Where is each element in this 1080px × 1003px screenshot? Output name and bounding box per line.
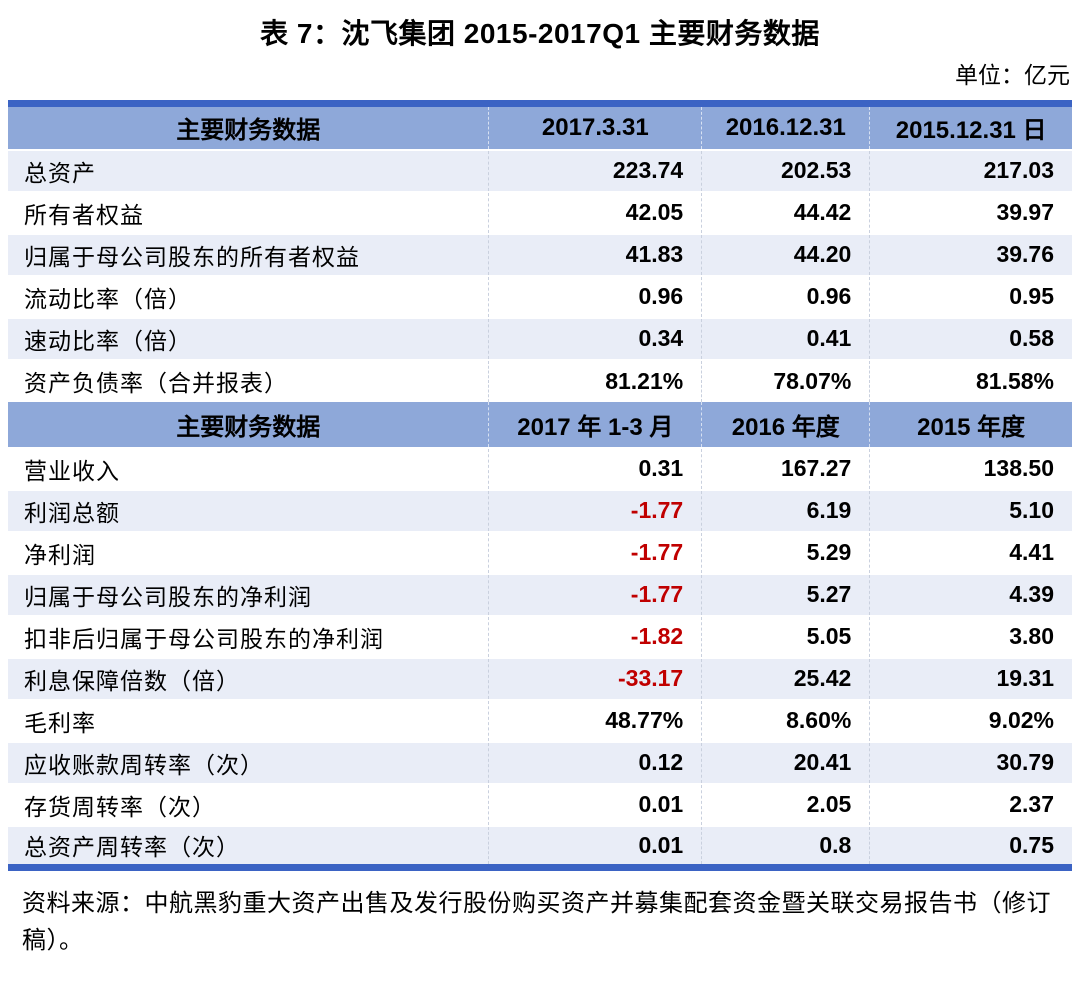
table-title: 表 7：沈飞集团 2015-2017Q1 主要财务数据 [260,18,820,49]
cell-value: 6.19 [701,488,870,532]
cell-value: 20.41 [701,740,870,784]
section-header-label: 主要财务数据 [8,103,489,150]
table-row: 应收账款周转率（次） 0.12 20.41 30.79 [8,740,1072,784]
table-row: 总资产周转率（次） 0.01 0.8 0.75 [8,824,1072,868]
row-label: 所有者权益 [8,190,489,234]
cell-value: 9.02% [869,698,1072,742]
row-label: 流动比率（倍） [8,274,489,318]
cell-value: -33.17 [488,656,702,700]
table-row: 利息保障倍数（倍） -33.17 25.42 19.31 [8,656,1072,700]
column-header: 2016.12.31 [701,103,870,150]
row-label: 资产负债率（合并报表） [8,358,489,402]
financial-table-body: 主要财务数据 2017.3.31 2016.12.31 2015.12.31 日总资产… [8,103,1072,868]
cell-value: 81.58% [869,358,1072,402]
row-label: 速动比率（倍） [8,316,489,360]
cell-value: 0.96 [488,274,702,318]
cell-value: 78.07% [701,358,870,402]
cell-value: 39.76 [869,232,1072,276]
row-label: 应收账款周转率（次） [8,740,489,784]
cell-value: 4.41 [869,530,1072,574]
cell-value: 19.31 [869,656,1072,700]
table-row: 流动比率（倍） 0.96 0.96 0.95 [8,274,1072,318]
cell-value: 167.27 [701,446,870,490]
table-row: 归属于母公司股东的所有者权益 41.83 44.20 39.76 [8,232,1072,276]
cell-value: -1.77 [488,572,702,616]
cell-value: 217.03 [869,148,1072,192]
row-label: 营业收入 [8,446,489,490]
cell-value: 8.60% [701,698,870,742]
table-row: 总资产 223.74 202.53 217.03 [8,148,1072,192]
cell-value: 4.39 [869,572,1072,616]
cell-value: -1.77 [488,530,702,574]
cell-value: 0.75 [869,824,1072,868]
cell-value: 48.77% [488,698,702,742]
cell-value: 5.10 [869,488,1072,532]
cell-value: 39.97 [869,190,1072,234]
row-label: 利润总额 [8,488,489,532]
cell-value: -1.77 [488,488,702,532]
column-header: 2017 年 1-3 月 [488,401,702,448]
cell-value: 41.83 [488,232,702,276]
cell-value: 5.27 [701,572,870,616]
row-label: 毛利率 [8,698,489,742]
row-label: 利息保障倍数（倍） [8,656,489,700]
cell-value: 2.37 [869,782,1072,826]
cell-value: 138.50 [869,446,1072,490]
table-row: 利润总额 -1.77 6.19 5.10 [8,488,1072,532]
cell-value: 0.01 [488,782,702,826]
cell-value: 0.01 [488,824,702,868]
section-header-row: 主要财务数据 2017 年 1-3 月 2016 年度 2015 年度 [8,401,1072,448]
column-header: 2017.3.31 [488,103,702,150]
cell-value: 0.96 [701,274,870,318]
cell-value: 0.8 [701,824,870,868]
row-label: 归属于母公司股东的所有者权益 [8,232,489,276]
table-row: 毛利率 48.77% 8.60% 9.02% [8,698,1072,742]
report-page: 表 7：沈飞集团 2015-2017Q1 主要财务数据 单位：亿元 主要财务数据… [8,18,1072,955]
cell-value: 5.29 [701,530,870,574]
cell-value: -1.82 [488,614,702,658]
table-row: 存货周转率（次） 0.01 2.05 2.37 [8,782,1072,826]
cell-value: 0.31 [488,446,702,490]
cell-value: 81.21% [488,358,702,402]
table-row: 速动比率（倍） 0.34 0.41 0.58 [8,316,1072,360]
cell-value: 0.12 [488,740,702,784]
cell-value: 202.53 [701,148,870,192]
cell-value: 30.79 [869,740,1072,784]
financial-data-table: 主要财务数据 2017.3.31 2016.12.31 2015.12.31 日总资产… [8,100,1072,871]
cell-value: 0.34 [488,316,702,360]
table-row: 所有者权益 42.05 44.42 39.97 [8,190,1072,234]
cell-value: 25.42 [701,656,870,700]
cell-value: 44.20 [701,232,870,276]
cell-value: 3.80 [869,614,1072,658]
section-header-label: 主要财务数据 [8,401,489,448]
source-note: 资料来源：中航黑豹重大资产出售及发行股份购买资产并募集配套资金暨关联交易报告书（… [22,890,1051,955]
cell-value: 5.05 [701,614,870,658]
table-row: 归属于母公司股东的净利润 -1.77 5.27 4.39 [8,572,1072,616]
cell-value: 2.05 [701,782,870,826]
unit-label: 单位：亿元 [955,62,1070,88]
cell-value: 0.41 [701,316,870,360]
table-row: 净利润 -1.77 5.29 4.41 [8,530,1072,574]
row-label: 扣非后归属于母公司股东的净利润 [8,614,489,658]
column-header: 2015.12.31 日 [869,103,1072,150]
column-header: 2015 年度 [869,401,1072,448]
cell-value: 44.42 [701,190,870,234]
row-label: 总资产周转率（次） [8,824,489,868]
cell-value: 0.95 [869,274,1072,318]
section-header-row: 主要财务数据 2017.3.31 2016.12.31 2015.12.31 日 [8,103,1072,150]
row-label: 归属于母公司股东的净利润 [8,572,489,616]
table-row: 资产负债率（合并报表） 81.21% 78.07% 81.58% [8,358,1072,402]
row-label: 总资产 [8,148,489,192]
cell-value: 223.74 [488,148,702,192]
cell-value: 42.05 [488,190,702,234]
row-label: 净利润 [8,530,489,574]
column-header: 2016 年度 [701,401,870,448]
table-row: 扣非后归属于母公司股东的净利润 -1.82 5.05 3.80 [8,614,1072,658]
table-row: 营业收入 0.31 167.27 138.50 [8,446,1072,490]
row-label: 存货周转率（次） [8,782,489,826]
cell-value: 0.58 [869,316,1072,360]
